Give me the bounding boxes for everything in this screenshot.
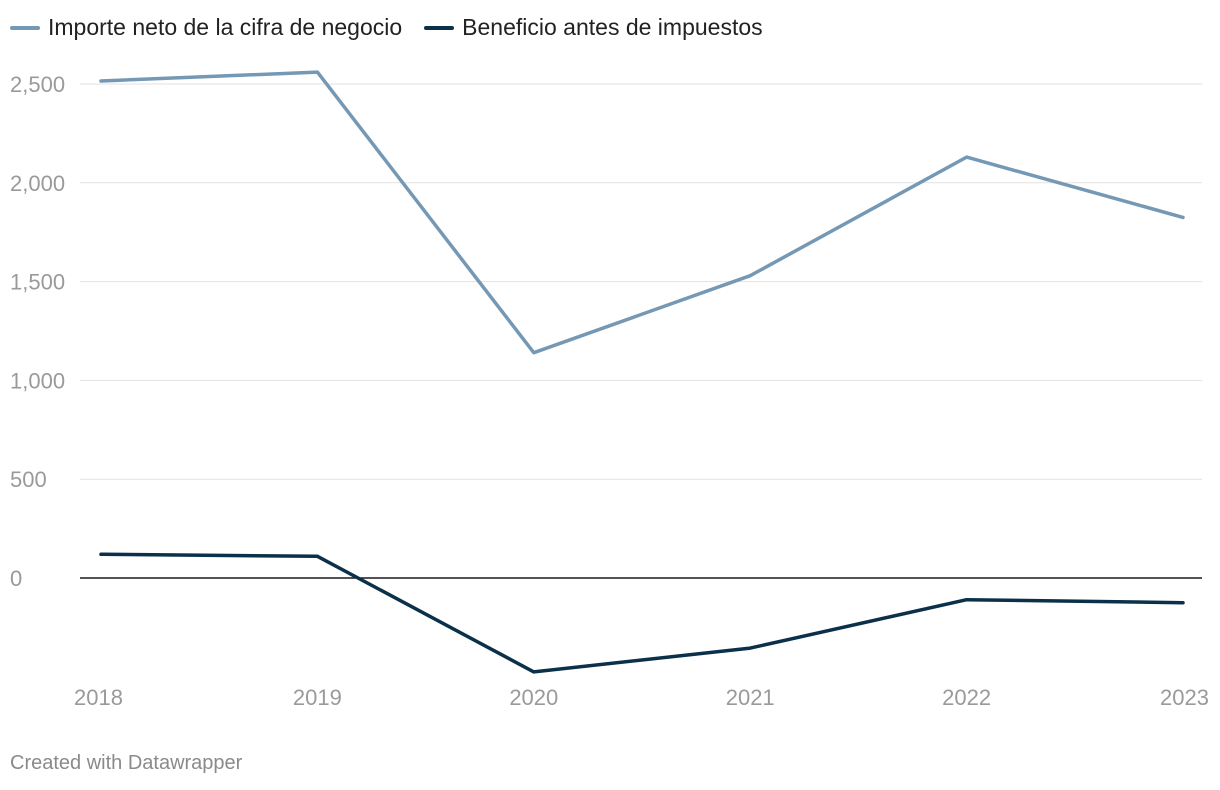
y-tick-label: 1,500: [10, 270, 65, 295]
x-tick-label: 2018: [74, 685, 123, 710]
x-tick-label: 2019: [293, 685, 342, 710]
x-tick-label: 2020: [509, 685, 558, 710]
footer-credit: Created with Datawrapper: [10, 752, 243, 774]
legend-item-revenue: Importe neto de la cifra de negocio: [10, 14, 402, 41]
y-tick-label: 1,000: [10, 368, 65, 393]
y-tick-label: 2,000: [10, 171, 65, 196]
legend-label-revenue: Importe neto de la cifra de negocio: [48, 14, 403, 40]
legend: Importe neto de la cifra de negocio Bene…: [10, 14, 763, 41]
legend-swatch-revenue: [10, 25, 40, 30]
legend-label-profit: Beneficio antes de impuestos: [462, 14, 763, 40]
series-line-revenue: [99, 70, 1185, 355]
x-tick-label: 2022: [942, 685, 991, 710]
y-tick-label: 0: [10, 566, 22, 591]
legend-item-profit: Beneficio antes de impuestos: [424, 14, 763, 41]
legend-swatch-profit: [424, 25, 455, 30]
y-tick-label: 500: [10, 467, 47, 492]
x-tick-label: 2021: [726, 685, 775, 710]
series-line-profit: [99, 552, 1185, 674]
y-tick-label: 2,500: [10, 72, 65, 97]
x-tick-label: 2023: [1160, 685, 1209, 710]
